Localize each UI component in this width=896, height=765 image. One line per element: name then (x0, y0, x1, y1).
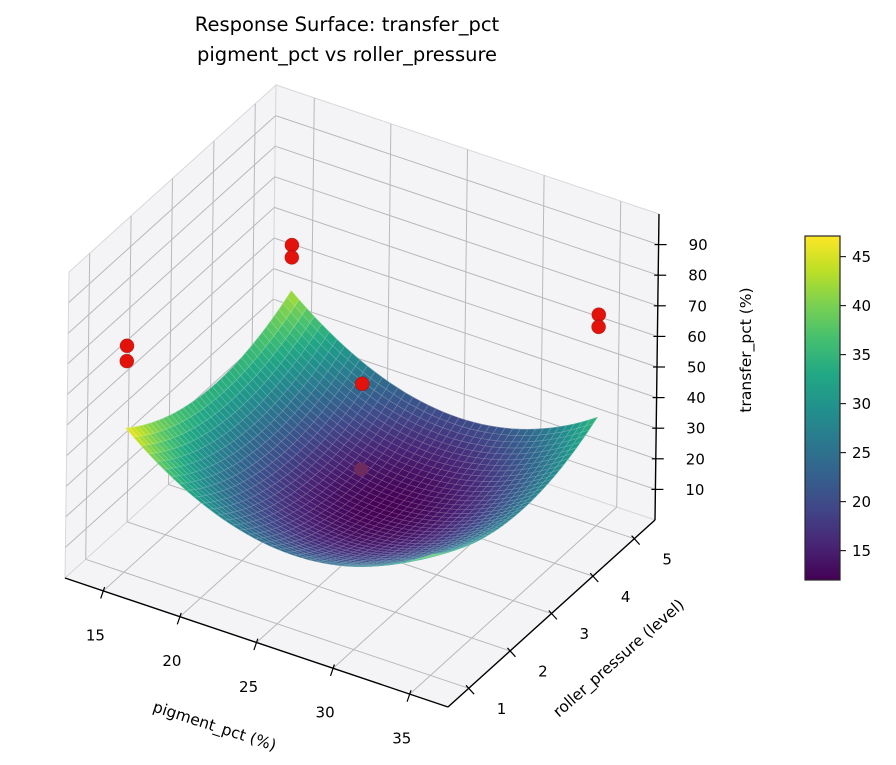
x-tick-label: 35 (392, 730, 411, 748)
x-tick-label: 20 (162, 652, 181, 670)
z-axis-label: transfer_pct (%) (737, 287, 756, 412)
x-tick (329, 664, 335, 677)
z-grid-line (67, 145, 276, 334)
colorbar-tick-label: 20 (852, 493, 871, 511)
colorbar-tick-label: 45 (852, 248, 871, 266)
colorbar-tick-label: 25 (852, 444, 871, 462)
y-tick-label: 3 (580, 625, 590, 643)
axes-spines-ticks: 15 20 25 30 35 1 2 3 4 5 10 20 30 40 50 60 70 80 90 (64, 213, 708, 748)
z-grid-line (66, 268, 274, 456)
x-tick-label: 30 (316, 704, 335, 722)
z-grid-line (68, 115, 276, 303)
x-tick-label: 25 (239, 678, 258, 696)
data-point-occluded (354, 462, 368, 477)
colorbar-gradient (804, 235, 841, 581)
y-tick-label: 1 (497, 700, 507, 718)
z-grid-line (66, 237, 275, 426)
colorbar: 15 20 25 30 35 40 45 (804, 235, 871, 581)
data-point (591, 307, 607, 323)
surface-face (423, 553, 437, 558)
z-grid-line (273, 237, 658, 368)
scatter-points (119, 237, 607, 477)
x-tick (406, 690, 412, 702)
y-tick (589, 572, 599, 583)
z-tick-label: 70 (688, 297, 707, 315)
x-tick (176, 612, 182, 625)
data-point (119, 338, 135, 354)
y-tick-label: 5 (662, 550, 672, 568)
y-grid-line (85, 558, 469, 689)
y-tick-label: 4 (621, 588, 631, 606)
y-tick-label: 2 (538, 663, 548, 681)
colorbar-tick-label: 35 (852, 346, 871, 364)
z-tick-label: 50 (687, 359, 706, 377)
z-tick-label: 40 (687, 389, 706, 407)
colorbar-tick-label: 15 (852, 542, 871, 560)
z-grid-line (274, 176, 658, 307)
z-tick-label: 90 (689, 236, 708, 254)
y-tick (465, 684, 475, 695)
surface-face (125, 427, 138, 438)
z-tick-label: 10 (685, 481, 704, 499)
x-axis-label: pigment_pct (%) (150, 698, 278, 756)
chart-subtitle: pigment_pct vs roller_pressure (197, 43, 497, 66)
z-grid-line (275, 145, 659, 276)
y-axis-label: roller_pressure (level) (550, 596, 689, 722)
y-grid-line (126, 521, 511, 652)
z-tick-label: 30 (686, 420, 705, 438)
colorbar-tick-label: 40 (852, 297, 871, 315)
data-point (591, 319, 606, 335)
chart-title: Response Surface: transfer_pct (195, 13, 500, 36)
z-tick-label: 80 (688, 267, 707, 285)
y-tick (631, 535, 641, 546)
z-tick-label: 20 (686, 450, 705, 468)
data-point (354, 376, 370, 392)
z-grid-line (67, 176, 276, 365)
x-tick-label: 15 (86, 626, 105, 644)
z-grid-line (65, 298, 274, 487)
x-tick (253, 638, 259, 651)
data-point (284, 237, 300, 253)
y-tick (506, 647, 516, 658)
z-grid-line (275, 115, 659, 246)
colorbar-tick-label: 30 (852, 395, 871, 413)
data-point (284, 250, 300, 265)
z-tick-label: 60 (687, 328, 706, 346)
x-tick (100, 586, 106, 599)
z-grid-line (67, 207, 275, 395)
z-grid-line (273, 298, 657, 429)
data-point (119, 353, 135, 369)
y-tick (548, 610, 558, 620)
z-grid-line (273, 268, 657, 399)
